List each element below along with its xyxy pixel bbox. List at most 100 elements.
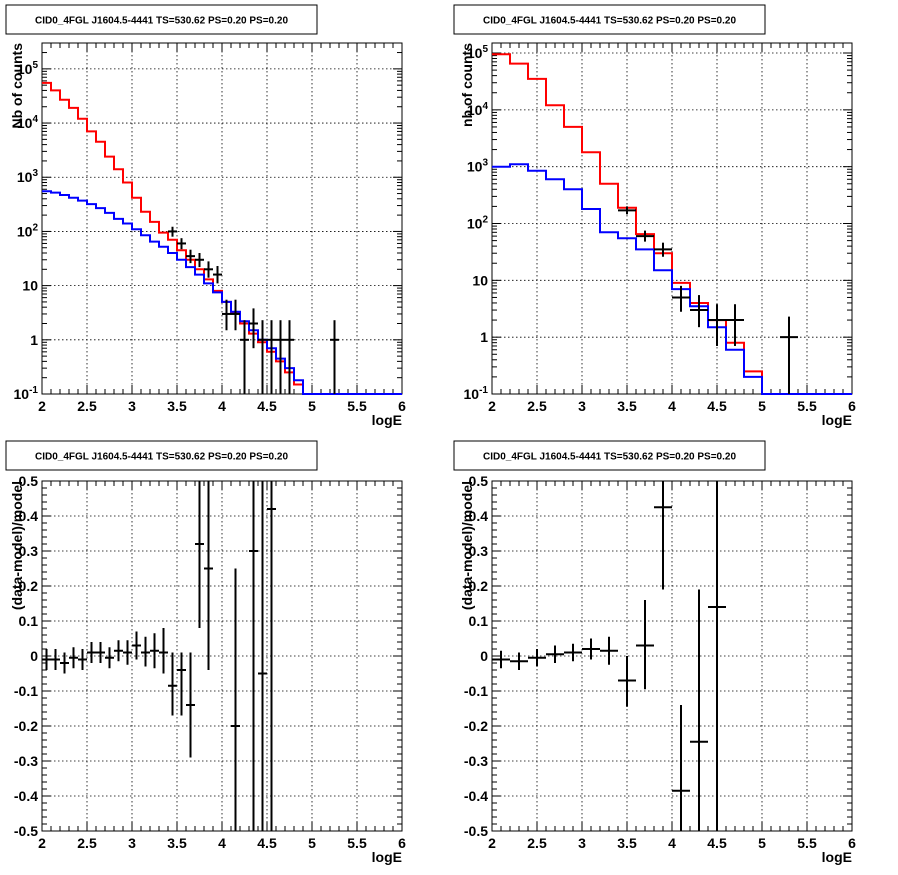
data-point <box>564 643 582 662</box>
y-tick-label: -0.5 <box>464 823 488 839</box>
data-point <box>96 642 105 663</box>
chart-title: CID0_4FGL J1604.5-4441 TS=530.62 PS=0.20… <box>35 452 288 463</box>
plot-frame <box>41 480 403 832</box>
x-axis-label: logE <box>372 849 402 865</box>
data-point <box>708 304 726 346</box>
data-point <box>258 320 267 394</box>
y-axis-label: nb of counts <box>459 43 475 127</box>
y-tick-label: 105 <box>467 44 489 61</box>
data-point <box>618 206 636 215</box>
x-axis-label: logE <box>822 849 852 865</box>
data-point <box>186 249 195 264</box>
x-tick-label: 4.5 <box>707 398 727 414</box>
data-point <box>204 261 213 278</box>
data-point <box>276 320 285 394</box>
x-tick-label: 5 <box>308 398 316 414</box>
x-tick-label: 2.5 <box>527 398 547 414</box>
data-point <box>177 238 186 250</box>
data-point <box>168 226 177 237</box>
data-point <box>780 316 798 394</box>
chart-title-box <box>453 440 766 471</box>
y-tick-label: 10-1 <box>464 385 489 402</box>
y-tick-label: -0.3 <box>464 753 488 769</box>
x-tick-label: 4.5 <box>707 835 727 851</box>
y-axis-label: Nb of counts <box>9 43 25 129</box>
x-tick-label: 2 <box>38 398 46 414</box>
data-point <box>636 600 654 690</box>
x-tick-label: 4.5 <box>257 835 277 851</box>
x-tick-label: 3 <box>578 398 586 414</box>
x-tick-label: 5.5 <box>797 398 817 414</box>
data-point <box>78 649 87 670</box>
y-tick-label: 0.1 <box>469 613 489 629</box>
x-tick-label: 2.5 <box>77 835 97 851</box>
histogram-model-source <box>42 190 402 395</box>
x-tick-label: 3 <box>128 835 136 851</box>
data-point <box>258 481 267 831</box>
y-tick-label: 103 <box>467 158 489 175</box>
chart-title-box <box>5 440 318 471</box>
y-tick-label: 102 <box>17 222 39 239</box>
chart-title: CID0_4FGL J1604.5-4441 TS=530.62 PS=0.20… <box>35 16 288 27</box>
chart-title-box <box>453 4 766 35</box>
y-tick-label: -0.2 <box>14 718 38 734</box>
x-tick-label: 6 <box>398 835 406 851</box>
data-point <box>105 647 114 669</box>
y-tick-label: 1 <box>30 332 38 348</box>
chart-title: CID0_4FGL J1604.5-4441 TS=530.62 PS=0.20… <box>483 452 736 463</box>
x-tick-label: 5 <box>758 398 766 414</box>
x-tick-label: 3.5 <box>617 835 637 851</box>
data-point <box>186 652 195 758</box>
data-point <box>222 299 231 331</box>
x-tick-label: 2.5 <box>527 835 547 851</box>
data-point <box>267 320 276 394</box>
data-point <box>654 242 672 257</box>
data-point <box>690 589 708 831</box>
data-point <box>123 640 132 665</box>
x-axis-label: logE <box>372 412 402 428</box>
y-tick-label: 104 <box>17 114 39 131</box>
data-point <box>231 568 240 831</box>
data-point <box>528 649 546 667</box>
data-point <box>582 638 600 660</box>
chart-title: CID0_4FGL J1604.5-4441 TS=530.62 PS=0.20… <box>483 16 736 27</box>
data-point <box>51 649 60 670</box>
x-tick-label: 3.5 <box>617 398 637 414</box>
data-point <box>114 640 123 662</box>
histogram-model-total <box>492 53 852 395</box>
data-point <box>546 645 564 663</box>
data-point <box>267 481 276 831</box>
data-point <box>240 320 249 394</box>
x-tick-label: 3.5 <box>167 398 187 414</box>
y-tick-label: 0.5 <box>469 473 489 489</box>
data-point <box>285 320 294 394</box>
data-point <box>132 631 141 660</box>
data-point <box>60 652 69 674</box>
x-tick-label: 5.5 <box>347 835 367 851</box>
data-point <box>726 304 744 346</box>
data-point <box>177 652 186 716</box>
y-tick-label: 0.3 <box>19 543 39 559</box>
data-point <box>168 652 177 716</box>
data-point <box>510 652 528 670</box>
y-tick-label: -0.1 <box>14 683 38 699</box>
x-tick-label: 5 <box>758 835 766 851</box>
y-tick-label: -0.4 <box>14 788 38 804</box>
x-tick-label: 6 <box>848 398 856 414</box>
x-tick-label: 5.5 <box>347 398 367 414</box>
data-point <box>330 320 339 394</box>
data-point <box>672 285 690 312</box>
chart-panel-residuals-left: CID0_4FGL J1604.5-4441 TS=530.62 PS=0.20… <box>5 440 406 865</box>
data-point <box>204 481 213 670</box>
y-tick-label: 1 <box>480 329 488 345</box>
y-tick-label: 0.4 <box>19 508 39 524</box>
chart-panel-residuals-right: CID0_4FGL J1604.5-4441 TS=530.62 PS=0.20… <box>453 440 856 865</box>
y-tick-label: 10 <box>472 272 488 288</box>
data-point <box>69 647 78 669</box>
y-tick-label: 103 <box>17 168 39 185</box>
y-tick-label: -0.3 <box>14 753 38 769</box>
y-axis-label: (data-model)/model <box>459 481 475 610</box>
x-tick-label: 4 <box>218 398 226 414</box>
